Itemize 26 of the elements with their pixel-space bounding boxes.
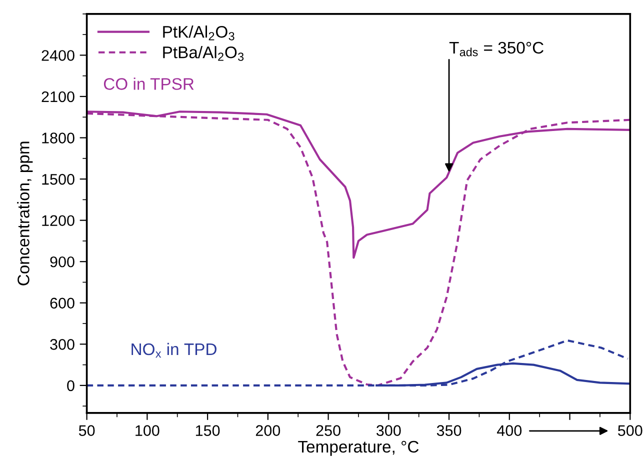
annotation: T$_{ads}$ = 350°C <box>449 42 544 56</box>
y-tick-label: 300 <box>50 339 74 350</box>
y-tick-label: 600 <box>50 298 74 309</box>
x-tick-label: 50 <box>78 425 95 436</box>
annotation: NO$_{x}$ in TPD <box>132 342 216 358</box>
x-tick-label: 250 <box>316 425 340 436</box>
x-tick-label: 500 <box>618 425 642 436</box>
x-axis-title: Temperature, °C <box>298 440 419 456</box>
y-tick-label: 1200 <box>42 215 74 226</box>
line-series <box>86 339 629 386</box>
x-tick-label: 400 <box>497 425 522 436</box>
x-tick-label: 100 <box>136 425 160 436</box>
y-tick-label: 0 <box>67 380 74 392</box>
x-tick-label: 350 <box>436 425 462 436</box>
legend-label: PtBa/Al$_{2}$O$_{3}$ <box>163 46 244 61</box>
legend-label: PtK/Al$_{2}$O$_{3}$ <box>163 26 234 40</box>
y-tick-label: 2100 <box>42 91 74 102</box>
x-tick-label: 150 <box>196 425 220 436</box>
annotation: CO in TPSR <box>104 78 194 90</box>
y-tick-label: 2400 <box>42 50 74 61</box>
x-tick-label: 200 <box>256 425 280 436</box>
y-tick-label: 1800 <box>42 132 74 144</box>
y-tick-label: 1500 <box>42 174 74 185</box>
x-tick-label: 300 <box>376 425 401 436</box>
y-tick-label: 900 <box>50 256 74 268</box>
y-axis-title: Concentration, ppm <box>17 142 33 286</box>
